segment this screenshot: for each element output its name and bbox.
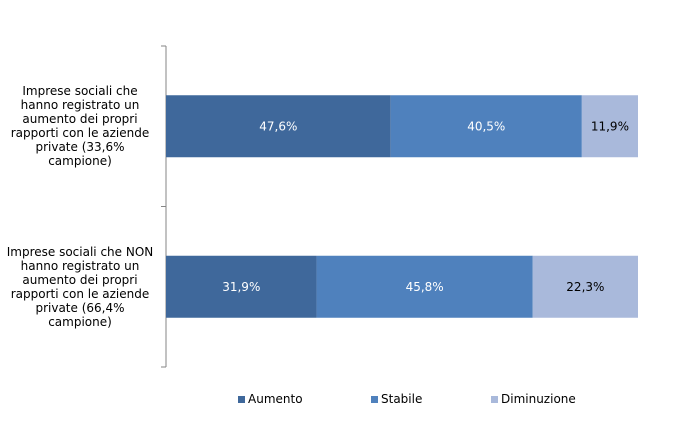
category-label-line: private (33,6% — [35, 140, 125, 155]
data-label: 47,6% — [259, 119, 297, 133]
legend-swatch — [491, 395, 498, 403]
data-label: 40,5% — [467, 119, 505, 133]
category-label-line: aumento dei propri — [22, 112, 138, 127]
category-label: Imprese sociali che NON hanno registrato … — [4, 245, 156, 329]
category-label-line: Imprese sociali che — [22, 84, 138, 99]
data-label: 45,8% — [406, 280, 444, 294]
legend-swatch — [238, 395, 245, 403]
data-label: 11,9% — [591, 119, 629, 133]
bar-segment-diminuzione — [532, 255, 638, 318]
category-label-line: hanno registrato un — [20, 98, 140, 113]
category-label: Imprese sociali che hanno registrato un au… — [4, 84, 156, 168]
category-label-line: campione) — [48, 314, 112, 329]
bar-segment-stabile — [390, 95, 582, 158]
bar-segment-aumento — [166, 95, 391, 158]
legend-label: Aumento — [248, 392, 303, 406]
legend-label: Diminuzione — [501, 392, 576, 406]
bar-segment-aumento — [166, 255, 317, 318]
category-label-line: campione) — [48, 154, 112, 169]
category-label-line: rapporti con le aziende — [10, 126, 150, 141]
bar-segment-stabile — [316, 255, 533, 318]
legend-item-diminuzione: Diminuzione — [491, 392, 576, 406]
legend-swatch — [371, 395, 378, 403]
legend: Aumento Stabile Diminuzione — [0, 392, 686, 408]
category-label-line: private (66,4% — [35, 300, 125, 315]
category-label-line: Imprese sociali che NON — [6, 244, 154, 259]
category-label-line: rapporti con le aziende — [10, 286, 150, 301]
category-label-line: hanno registrato un — [20, 258, 140, 273]
category-label-line: aumento dei propri — [22, 272, 138, 287]
data-label: 22,3% — [566, 280, 604, 294]
legend-item-aumento: Aumento — [238, 392, 303, 406]
legend-item-stabile: Stabile — [371, 392, 422, 406]
legend-label: Stabile — [381, 392, 423, 406]
data-label: 31,9% — [222, 280, 260, 294]
bar-segment-diminuzione — [581, 95, 638, 158]
